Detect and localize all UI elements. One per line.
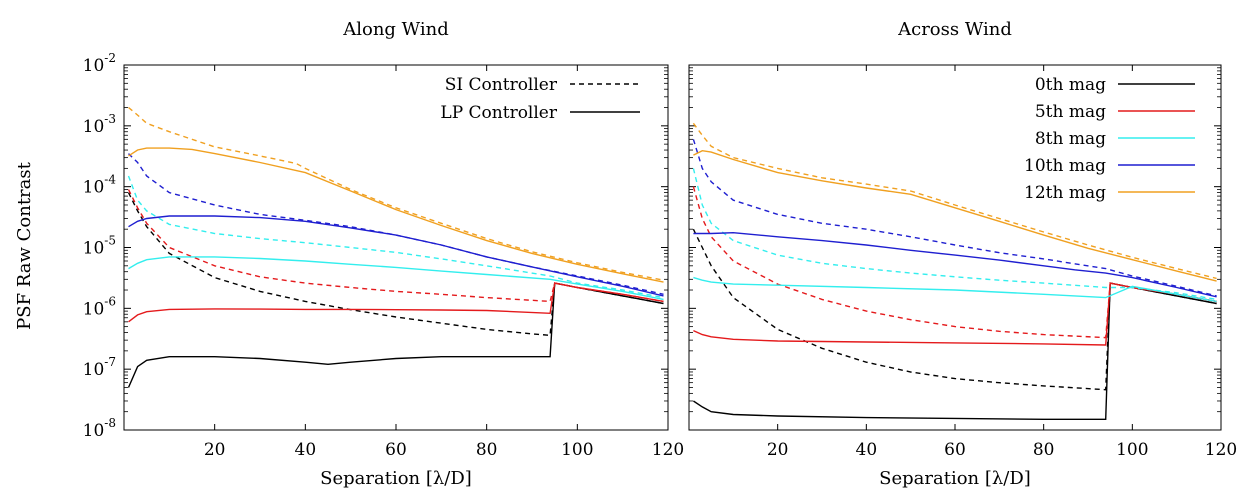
y-tick-label: 10-7 xyxy=(83,355,116,380)
x-tick-label: 20 xyxy=(767,440,789,460)
legend-label: 5th mag xyxy=(1035,102,1106,122)
series-line-8th-mag-dashed xyxy=(127,175,664,299)
series-line-5th-mag-dashed xyxy=(692,186,1217,339)
y-tick-base: 10 xyxy=(83,178,105,198)
legend-label: 0th mag xyxy=(1035,75,1106,95)
y-tick-exponent: -3 xyxy=(104,112,116,126)
y-tick-base: 10 xyxy=(83,239,105,259)
x-ticks: 20 40 60 80 100 120 xyxy=(767,65,1237,460)
plot-frame xyxy=(688,64,1222,431)
series-line-5th-mag-solid xyxy=(128,282,664,323)
series-line-12th-mag-dashed xyxy=(128,106,664,281)
series-line-5th-mag-solid xyxy=(693,282,1217,346)
x-tick-label: 40 xyxy=(856,440,878,460)
legend: 0th mag 5th mag 8th mag 10th mag 12th mag xyxy=(1024,75,1195,203)
x-tick-label: 120 xyxy=(652,440,684,460)
series-line-8th-mag-solid xyxy=(128,256,664,301)
y-tick-label: 10-8 xyxy=(83,416,116,441)
series-line-12th-mag-solid xyxy=(693,149,1217,282)
series-line-0th-mag-dashed xyxy=(127,192,664,337)
y-tick-label: 10-4 xyxy=(83,173,117,198)
legend-label: 10th mag xyxy=(1024,156,1106,176)
y-axis-title: PSF Raw Contrast xyxy=(14,161,35,329)
x-tick-label: 100 xyxy=(1116,440,1148,460)
y-tick-exponent: -7 xyxy=(104,355,116,369)
y-tick-base: 10 xyxy=(83,117,105,137)
x-tick-label: 100 xyxy=(561,440,593,460)
x-tick-label: 40 xyxy=(295,440,317,460)
y-tick-exponent: -2 xyxy=(104,51,116,65)
series-line-10th-mag-solid xyxy=(693,231,1217,298)
legend-label: LP Controller xyxy=(440,103,557,123)
series-line-12th-mag-solid xyxy=(128,147,664,283)
y-tick-label: 10-6 xyxy=(83,294,116,319)
y-tick-exponent: -8 xyxy=(104,416,116,430)
panel-title: Across Wind xyxy=(897,19,1012,40)
x-axis-title: Separation [λ/D] xyxy=(879,468,1031,489)
x-tick-label: 20 xyxy=(204,440,226,460)
x-tick-label: 60 xyxy=(944,440,966,460)
series-line-8th-mag-dashed xyxy=(692,168,1217,301)
legend-label: 12th mag xyxy=(1024,183,1106,203)
series-line-0th-mag-solid xyxy=(693,282,1217,420)
series-line-10th-mag-dashed xyxy=(128,153,664,295)
series-line-10th-mag-dashed xyxy=(692,139,1217,297)
x-tick-label: 80 xyxy=(1033,440,1055,460)
y-tick-exponent: -6 xyxy=(104,294,116,308)
series-lines xyxy=(692,122,1217,420)
series-line-0th-mag-solid xyxy=(127,282,664,388)
x-tick-label: 120 xyxy=(1205,440,1237,460)
y-tick-base: 10 xyxy=(83,56,105,76)
plot-frame xyxy=(123,64,669,431)
x-ticks: 20 40 60 80 100 120 xyxy=(204,65,684,460)
chart-panel-along-wind: Along Wind Separation [λ/D] 20 40 60 80 100 1… xyxy=(83,19,685,489)
x-tick-label: 60 xyxy=(385,440,407,460)
series-line-8th-mag-solid xyxy=(693,276,1217,303)
series-lines xyxy=(127,106,664,388)
y-ticks xyxy=(689,64,1221,431)
y-tick-exponent: -5 xyxy=(104,234,116,248)
y-tick-label: 10-2 xyxy=(83,51,116,76)
y-tick-label: 10-3 xyxy=(83,112,116,137)
panel-title: Along Wind xyxy=(342,19,449,40)
series-line-10th-mag-solid xyxy=(128,215,664,297)
x-tick-label: 80 xyxy=(476,440,498,460)
legend-label: SI Controller xyxy=(445,75,558,95)
x-axis-title: Separation [λ/D] xyxy=(320,468,472,489)
y-tick-base: 10 xyxy=(83,299,105,319)
y-tick-base: 10 xyxy=(83,421,105,441)
series-line-12th-mag-dashed xyxy=(692,122,1217,280)
chart-panel-across-wind: Across Wind Separation [λ/D] 20 40 60 80 100… xyxy=(688,19,1237,489)
y-tick-label: 10-5 xyxy=(83,234,116,259)
legend-label: 8th mag xyxy=(1035,129,1106,149)
y-tick-exponent: -4 xyxy=(104,173,116,187)
legend: SI Controller LP Controller xyxy=(440,75,640,123)
y-tick-base: 10 xyxy=(83,360,105,380)
y-ticks: 10-810-710-610-510-410-310-2 xyxy=(83,51,668,441)
